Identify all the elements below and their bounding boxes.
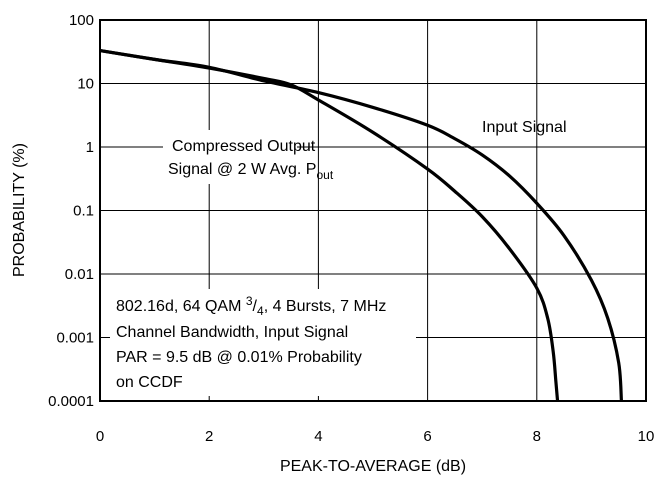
y-tick-label: 0.001 <box>56 330 94 347</box>
note-box-bg <box>110 289 416 396</box>
note-line3: PAR = 9.5 dB @ 0.01% Probability <box>116 349 362 366</box>
compressed-label-line2: Signal @ 2 W Avg. Pout <box>168 161 334 182</box>
x-tick-label: 0 <box>96 428 104 445</box>
compressed-output-line <box>99 48 560 402</box>
x-axis-title: PEAK-TO-AVERAGE (dB) <box>280 458 466 475</box>
series-group <box>99 48 624 402</box>
x-tick-label: 4 <box>314 428 322 445</box>
note-line2: Channel Bandwidth, Input Signal <box>116 324 348 341</box>
compressed-label-subscript: out <box>316 168 333 182</box>
y-tick-label: 0.01 <box>65 266 94 283</box>
y-tick-label: 10 <box>77 76 94 93</box>
y-tick-label: 0.1 <box>73 203 94 220</box>
note-line1-suffix: , 4 Bursts, 7 MHz <box>264 298 387 315</box>
note-line1-prefix: 802.16d, 64 QAM <box>116 298 246 315</box>
y-axis-title: PROBABILITY (%) <box>11 143 28 277</box>
x-tick-label: 2 <box>205 428 213 445</box>
note-line1: 802.16d, 64 QAM 3/4, 4 Bursts, 7 MHz <box>116 294 386 318</box>
note-line1-sup: 3 <box>246 294 253 308</box>
x-tick-label: 8 <box>533 428 541 445</box>
x-tick-label: 6 <box>423 428 431 445</box>
x-tick-label: 10 <box>638 428 655 445</box>
plot-frame <box>99 19 647 402</box>
compressed-label-line1: Compressed Output <box>172 138 316 155</box>
tick-labels: 0 2 4 6 8 10 100 10 1 0.1 0.01 0.001 0.0001 <box>48 12 654 445</box>
note-line1-slash: / <box>253 298 258 315</box>
compressed-label-main: Signal @ 2 W Avg. P <box>168 161 316 178</box>
note-line4: on CCDF <box>116 374 183 391</box>
note-line1-sub: 4 <box>257 304 264 318</box>
compressed-label-bg <box>163 130 297 184</box>
y-tick-label: 0.0001 <box>48 393 94 410</box>
y-tick-label: 100 <box>69 12 94 29</box>
y-tick-label: 1 <box>86 139 94 156</box>
input-signal-label: Input Signal <box>482 119 567 136</box>
